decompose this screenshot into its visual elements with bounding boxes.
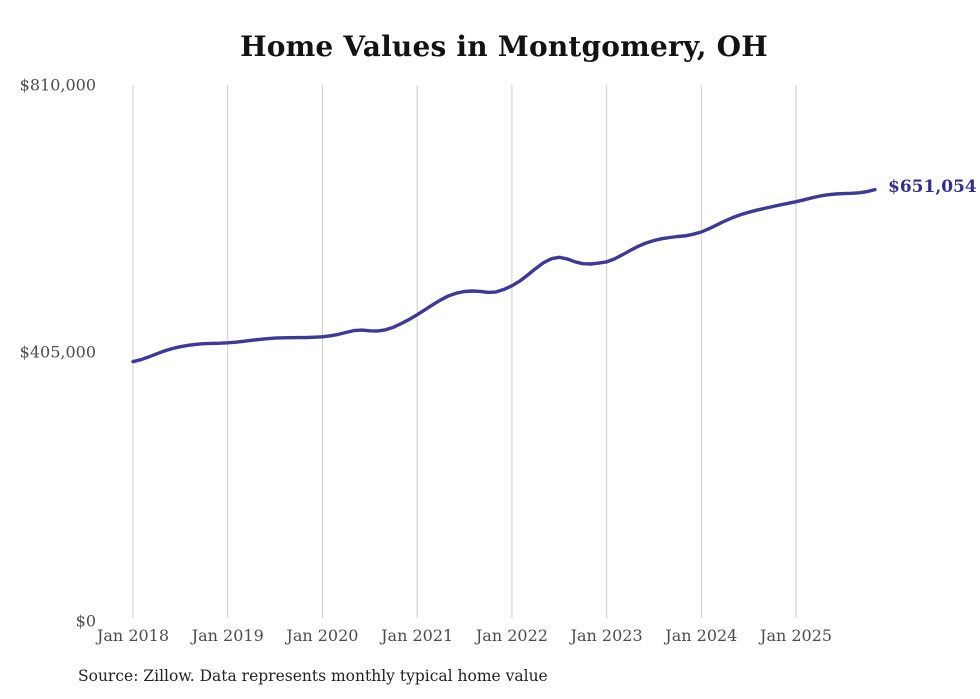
chart-title: Home Values in Montgomery, OH [240, 30, 768, 63]
x-tick-label-jan-2021: Jan 2021 [379, 626, 453, 645]
y-tick-label-810000: $810,000 [19, 75, 96, 95]
home-value-line [131, 187, 877, 364]
x-tick-label-jan-2023: Jan 2023 [569, 626, 643, 645]
source-note: Source: Zillow. Data represents monthly … [78, 667, 548, 685]
x-tick-label-jan-2020: Jan 2020 [284, 626, 358, 645]
current-value-label: $651,054 [888, 176, 977, 197]
x-tick-label-jan-2025: Jan 2025 [758, 626, 832, 645]
y-tick-label-0: $0 [75, 611, 96, 630]
x-tick-label-jan-2022: Jan 2022 [474, 626, 548, 645]
x-tick-label-jan-2019: Jan 2019 [190, 626, 264, 645]
x-tick-label-jan-2018: Jan 2018 [95, 626, 169, 645]
x-tick-label-jan-2024: Jan 2024 [663, 626, 737, 645]
y-tick-label-405000: $405,000 [19, 342, 96, 361]
